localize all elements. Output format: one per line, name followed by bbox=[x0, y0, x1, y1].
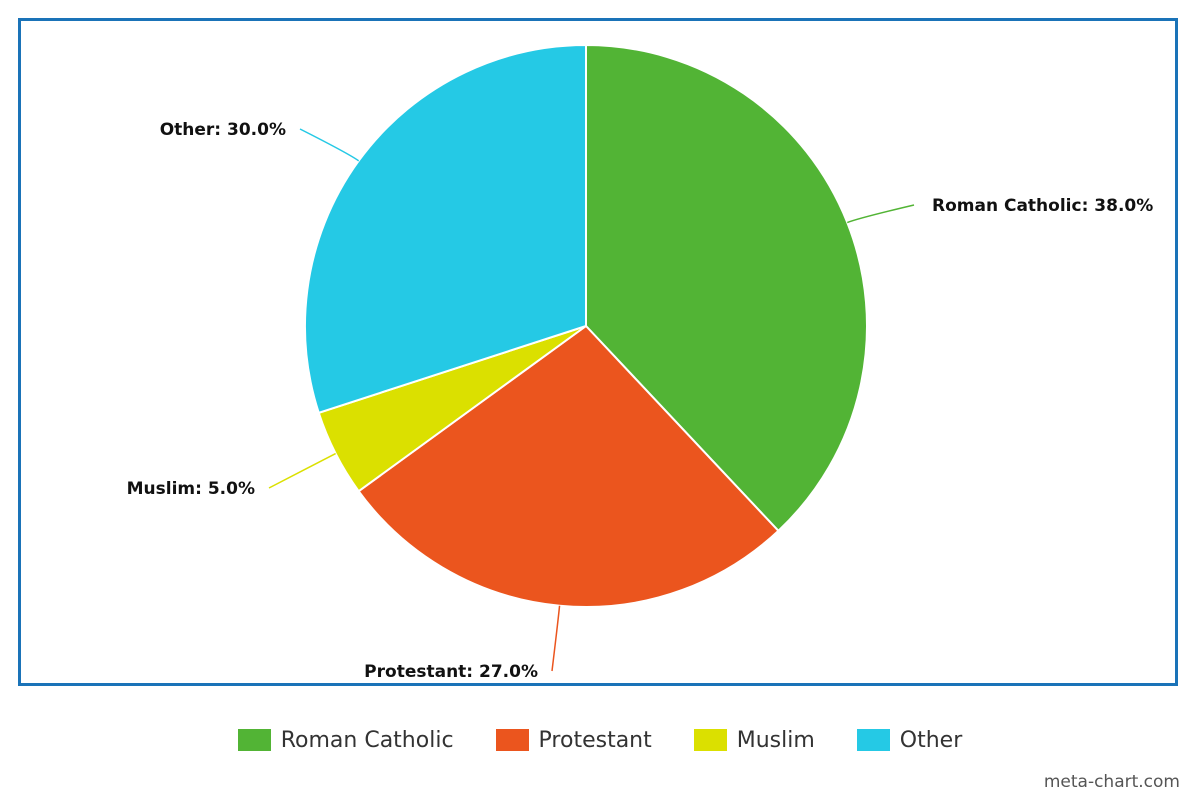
legend-swatch bbox=[693, 729, 727, 751]
legend-item-protestant[interactable]: Protestant bbox=[495, 727, 652, 753]
connector-roman-catholic bbox=[846, 204, 915, 224]
data-label-protestant: Protestant: 27.0% bbox=[364, 662, 538, 682]
connector-other bbox=[299, 128, 360, 162]
legend-item-roman-catholic[interactable]: Roman Catholic bbox=[237, 727, 454, 753]
pie-slice-roman-catholic[interactable] bbox=[585, 43, 868, 533]
legend-item-other[interactable]: Other bbox=[856, 727, 963, 753]
legend: Roman Catholic Protestant Muslim Other bbox=[0, 722, 1200, 758]
legend-label: Other bbox=[899, 727, 963, 753]
data-label-roman-catholic: Roman Catholic: 38.0% bbox=[932, 196, 1153, 216]
legend-item-muslim[interactable]: Muslim bbox=[693, 727, 815, 753]
legend-label: Roman Catholic bbox=[280, 727, 454, 753]
connectors-layer bbox=[268, 128, 915, 672]
legend-label: Protestant bbox=[538, 727, 652, 753]
chart-frame bbox=[18, 18, 1178, 686]
data-label-muslim: Muslim: 5.0% bbox=[127, 479, 255, 499]
data-label-other: Other: 30.0% bbox=[160, 120, 286, 140]
credit-text: meta-chart.com bbox=[1043, 772, 1180, 792]
connector-protestant bbox=[551, 605, 561, 672]
labels-layer: Roman Catholic: 38.0% Protestant: 27.0% Mu… bbox=[127, 120, 1154, 682]
legend-swatch bbox=[495, 729, 529, 751]
legend-swatch bbox=[856, 729, 890, 751]
connector-muslim bbox=[268, 452, 336, 489]
legend-swatch bbox=[237, 729, 271, 751]
slices-layer bbox=[304, 43, 868, 608]
legend-label: Muslim bbox=[736, 727, 815, 753]
pie-slice-protestant[interactable] bbox=[357, 324, 780, 608]
